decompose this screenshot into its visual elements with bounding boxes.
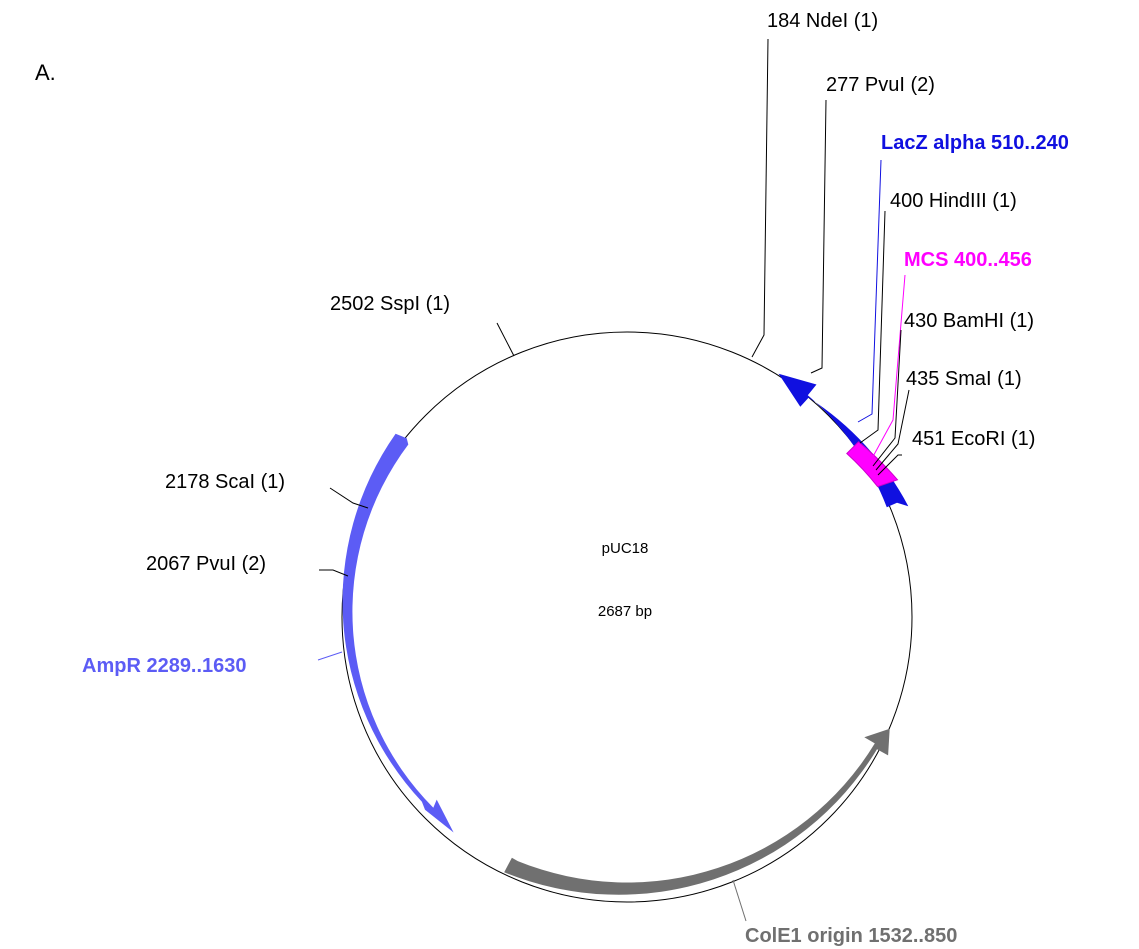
cole1-leader: [732, 879, 747, 922]
site-label-scai: 2178 ScaI (1): [165, 471, 285, 493]
ecori-leader: [877, 454, 902, 476]
plasmid-length: 2687 bp: [598, 603, 652, 620]
site-label-ndei: 184 NdeI (1): [767, 10, 878, 32]
ampr-arc: [342, 433, 454, 833]
cole1-origin-arc: [504, 728, 890, 895]
bamhi-leader: [872, 329, 902, 467]
panel-label: A.: [35, 60, 56, 85]
hindiii-leader: [859, 210, 886, 444]
smai-leader: [875, 389, 910, 471]
site-label-pvui: 277 PvuI (2): [826, 74, 935, 96]
feature-label-cole1-origin: ColE1 origin 1532..850: [745, 925, 957, 947]
site-label-pvui-2: 2067 PvuI (2): [146, 553, 266, 575]
site-label-smai: 435 SmaI (1): [906, 368, 1022, 390]
scai-leader: [329, 487, 369, 509]
plasmid-name: pUC18: [602, 540, 649, 557]
ampr-leader: [317, 651, 343, 661]
mcs-leader: [869, 274, 906, 463]
plasmid-backbone: [341, 331, 913, 903]
pvui2-leader: [319, 569, 349, 577]
lacz-alpha-arc: [778, 373, 909, 508]
feature-label-ampr: AmpR 2289..1630: [82, 655, 247, 677]
feature-label-lacz-alpha: LacZ alpha 510..240: [881, 132, 1069, 154]
pvui1-leader: [810, 99, 827, 374]
site-label-sspi: 2502 SspI (1): [330, 293, 450, 315]
mcs-arc: [846, 441, 899, 488]
ndei-leader: [751, 38, 769, 358]
site-label-ecori: 451 EcoRI (1): [912, 428, 1035, 450]
sspi-leader: [496, 322, 515, 357]
lacz-alpha-leader: [857, 159, 882, 423]
feature-label-mcs: MCS 400..456: [904, 249, 1032, 271]
site-label-hindiii: 400 HindIII (1): [890, 190, 1017, 212]
site-label-bamhi: 430 BamHI (1): [904, 310, 1034, 332]
